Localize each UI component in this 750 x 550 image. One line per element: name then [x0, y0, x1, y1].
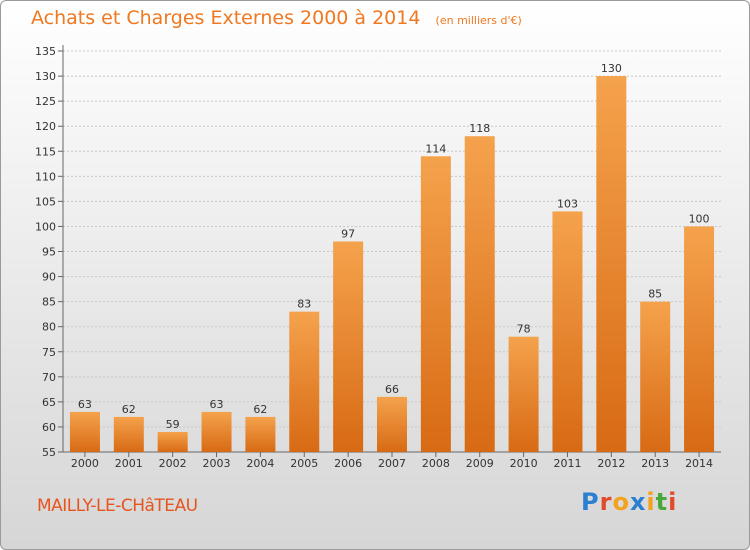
- y-tick-label: 90: [42, 271, 56, 284]
- proxiti-logo[interactable]: Proxiti: [581, 488, 677, 516]
- y-tick-label: 100: [35, 220, 56, 233]
- bar-value-label: 78: [517, 323, 531, 336]
- x-tick-label: 2008: [422, 457, 450, 470]
- bar-value-label: 114: [425, 142, 446, 155]
- logo-letter: i: [668, 488, 678, 516]
- y-tick-label: 130: [35, 70, 56, 83]
- x-tick-label: 2000: [71, 457, 99, 470]
- bar: [684, 226, 715, 452]
- bar: [596, 76, 627, 452]
- bar-value-label: 63: [78, 398, 92, 411]
- bar-value-label: 103: [557, 197, 578, 210]
- logo-letter: x: [629, 488, 647, 516]
- x-tick-label: 2009: [466, 457, 494, 470]
- bar: [508, 336, 539, 452]
- y-tick-label: 135: [35, 45, 56, 58]
- bar: [420, 156, 451, 452]
- x-tick-label: 2004: [246, 457, 274, 470]
- x-tick-label: 2014: [685, 457, 713, 470]
- logo-letter: t: [655, 488, 669, 516]
- commune-name: MAILLY-LE-CHâTEAU: [37, 496, 198, 516]
- bar-value-label: 85: [648, 288, 662, 301]
- x-tick-label: 2013: [641, 457, 669, 470]
- y-tick-label: 70: [42, 371, 56, 384]
- x-tick-label: 2007: [378, 457, 406, 470]
- bar: [333, 241, 364, 452]
- x-tick-label: 2001: [115, 457, 143, 470]
- bar: [69, 411, 100, 452]
- bar-value-label: 62: [122, 403, 136, 416]
- chart-unit: (en milliers d'€): [435, 14, 522, 27]
- bar: [245, 416, 276, 452]
- bar-value-label: 100: [689, 212, 710, 225]
- bar-value-label: 83: [297, 298, 311, 311]
- bar-value-label: 130: [601, 62, 622, 75]
- y-tick-label: 125: [35, 95, 56, 108]
- bar: [552, 211, 583, 452]
- bar-value-label: 63: [210, 398, 224, 411]
- y-tick-label: 95: [42, 246, 56, 259]
- y-tick-label: 60: [42, 421, 56, 434]
- bar-value-label: 59: [166, 418, 180, 431]
- y-tick-label: 105: [35, 195, 56, 208]
- chart-title: Achats et Charges Externes 2000 à 2014: [31, 7, 421, 29]
- bar: [157, 431, 188, 452]
- bar: [201, 411, 232, 452]
- logo-letter: r: [599, 488, 613, 516]
- y-tick-label: 120: [35, 120, 56, 133]
- y-tick-label: 85: [42, 296, 56, 309]
- x-tick-label: 2002: [159, 457, 187, 470]
- x-tick-label: 2005: [290, 457, 318, 470]
- x-tick-label: 2010: [510, 457, 538, 470]
- bar: [289, 311, 320, 452]
- y-tick-label: 55: [42, 446, 56, 459]
- bar-value-label: 97: [341, 227, 355, 240]
- bar: [377, 396, 407, 452]
- x-tick-label: 2006: [334, 457, 362, 470]
- y-tick-label: 65: [42, 396, 56, 409]
- logo-letter: P: [581, 488, 600, 516]
- bar-value-label: 66: [385, 383, 399, 396]
- y-tick-label: 115: [35, 145, 56, 158]
- y-tick-label: 75: [42, 346, 56, 359]
- bar: [113, 416, 144, 452]
- y-tick-label: 110: [35, 170, 56, 183]
- logo-letter: i: [646, 488, 656, 516]
- logo-letter: o: [612, 488, 630, 516]
- x-tick-label: 2012: [597, 457, 625, 470]
- bar-value-label: 62: [253, 403, 267, 416]
- bar: [640, 301, 671, 452]
- title-row: Achats et Charges Externes 2000 à 2014 (…: [31, 7, 522, 29]
- x-tick-label: 2011: [553, 457, 581, 470]
- y-tick-label: 80: [42, 321, 56, 334]
- x-tick-label: 2003: [203, 457, 231, 470]
- bar: [464, 136, 495, 452]
- bar-value-label: 118: [469, 122, 490, 135]
